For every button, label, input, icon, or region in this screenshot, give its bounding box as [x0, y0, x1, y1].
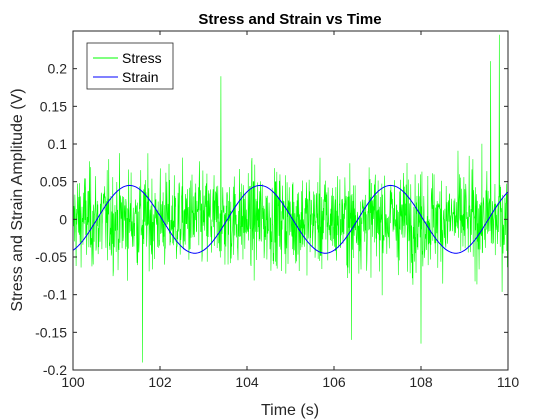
- legend-stress-label: Stress: [122, 50, 162, 66]
- y-tick-label: -0.15: [35, 324, 67, 340]
- y-axis-label: Stress and Strain Amplitude (V): [9, 88, 26, 311]
- x-tick-label: 108: [409, 374, 433, 390]
- y-tick-label: -0.2: [43, 362, 67, 378]
- x-tick-label: 102: [148, 374, 172, 390]
- chart-title: Stress and Strain vs Time: [198, 11, 381, 28]
- x-axis-label: Time (s): [261, 402, 319, 419]
- x-tick-label: 110: [497, 374, 520, 390]
- y-axis-ticks: -0.2 -0.15 -0.1 -0.05 0 0.05 0.1 0.15 0.2: [35, 61, 508, 378]
- y-tick-label: 0.15: [40, 98, 67, 114]
- y-tick-label: 0: [59, 211, 67, 227]
- axes-box: [72, 30, 509, 371]
- y-tick-label: 0.2: [48, 61, 68, 77]
- y-tick-label: 0.05: [40, 174, 67, 190]
- strain-series: [72, 184, 509, 254]
- y-tick-label: -0.05: [35, 249, 67, 265]
- strain-line: [72, 184, 509, 254]
- x-tick-label: 100: [61, 374, 85, 390]
- legend-box: [86, 42, 174, 90]
- y-tick-label: 0.1: [48, 136, 68, 152]
- y-tick-label: -0.1: [43, 287, 67, 303]
- x-axis-ticks: 100 102 104 106 108 110: [61, 31, 519, 390]
- x-tick-label: 104: [235, 374, 259, 390]
- x-tick-label: 106: [322, 374, 346, 390]
- legend: Stress Strain: [86, 42, 174, 90]
- legend-strain-label: Strain: [122, 69, 159, 85]
